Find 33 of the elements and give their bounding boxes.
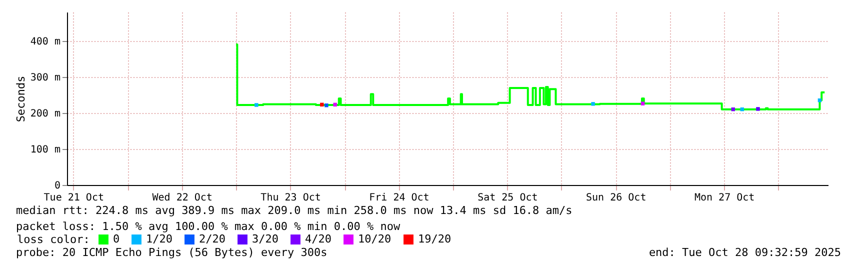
point <box>254 103 258 107</box>
y-axis-title: Seconds <box>14 76 28 122</box>
text: probe: 20 ICMP Echo Pings (56 Bytes) every 300s <box>16 246 328 259</box>
text: packet loss: 1.50 % avg 100.00 % max 0.00 % min 0.00 % now <box>16 220 400 233</box>
x-tick-label: Sun 26 Oct <box>586 192 646 204</box>
y-tick-label: 0 <box>54 180 60 192</box>
legend-label: 0 <box>113 232 120 246</box>
point <box>333 102 337 106</box>
point <box>640 102 645 106</box>
y-tick-label: 200 m <box>30 108 60 120</box>
legend-label: 3/20 <box>252 232 278 246</box>
point <box>756 107 760 111</box>
text: median rtt: 224.8 ms avg 389.9 ms max 209.0 ms min 258.0 ms now 13.4 ms sd 16.8 am/s <box>16 204 572 217</box>
point <box>731 107 735 112</box>
point <box>320 102 324 106</box>
x-tick-label: Sat 25 Oct <box>478 192 538 204</box>
legend-label: 4/20 <box>305 232 332 246</box>
x-tick-label: Tue 21 Oct <box>44 192 104 204</box>
x-tick-label: Thu 23 Oct <box>260 192 321 204</box>
legend-label: 1/20 <box>146 232 172 246</box>
legend-label: 19/20 <box>418 232 452 246</box>
x-tick-label: Wed 22 Oct <box>152 192 212 204</box>
text: end: Tue Oct 28 09:32:59 2025 <box>648 246 841 259</box>
x-tick-label: Mon 27 Oct <box>694 192 755 204</box>
legend-label: 10/20 <box>358 232 392 246</box>
y-tick-label: 100 m <box>30 144 60 156</box>
point <box>324 103 328 108</box>
y-tick-label: 300 m <box>30 72 60 84</box>
legend-label: 2/20 <box>199 232 226 246</box>
legend-title: loss color: <box>17 233 90 246</box>
x-tick-label: Fri 24 Oct <box>369 192 430 204</box>
point <box>591 102 595 106</box>
y-tick-label: 400 m <box>30 36 60 48</box>
